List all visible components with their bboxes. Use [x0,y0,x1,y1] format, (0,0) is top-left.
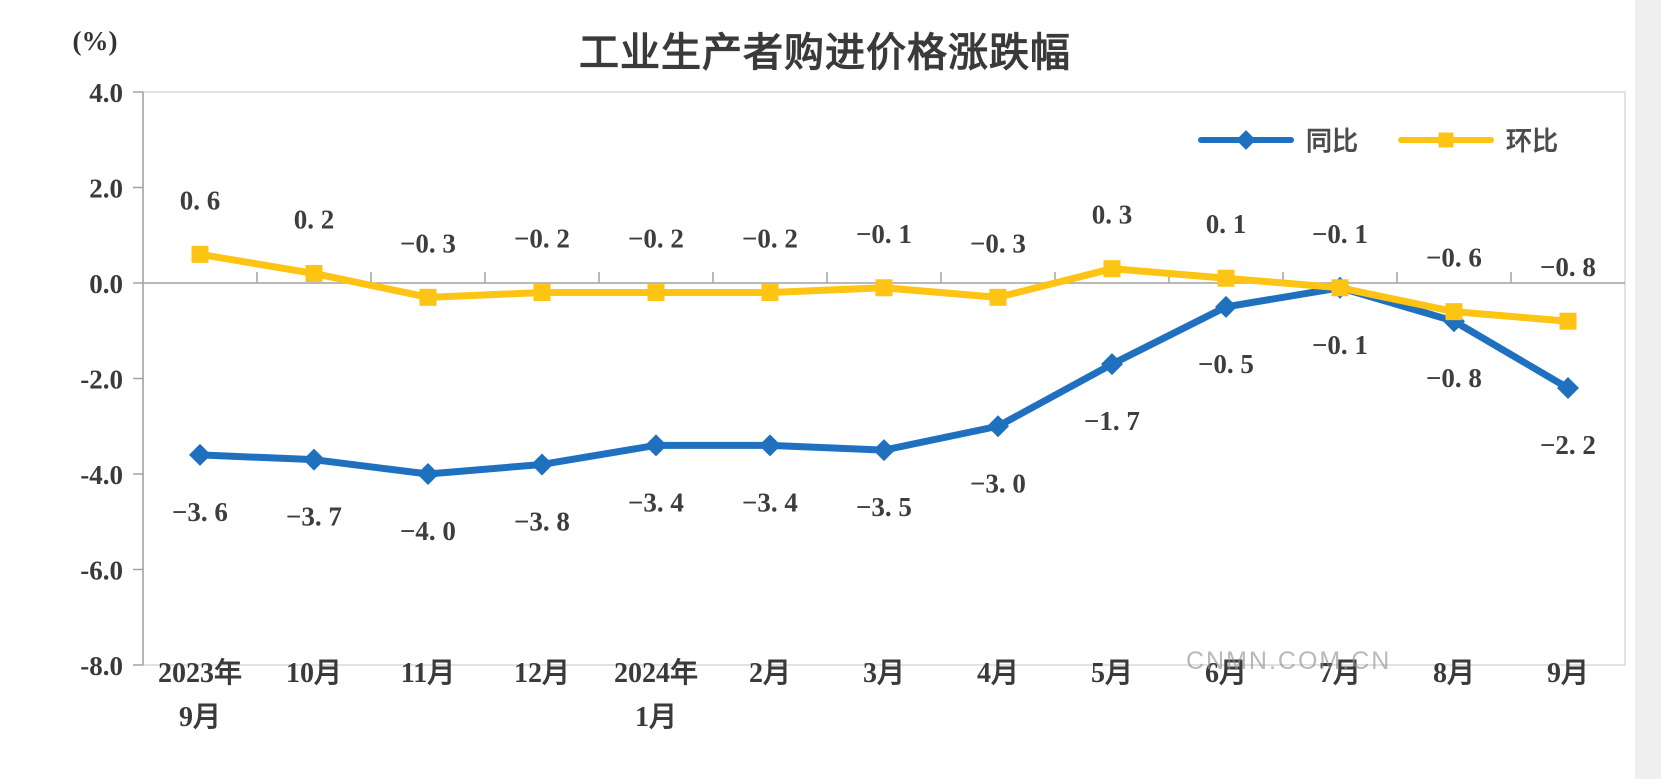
data-label-同比: −0. 1 [1312,330,1368,360]
legend-label-yoy: 同比 [1306,127,1359,156]
data-label-环比: 0. 3 [1092,200,1133,230]
data-label-环比: −0. 6 [1426,243,1482,273]
data-point-diamond [417,463,439,485]
legend-label-mom: 环比 [1506,127,1559,156]
legend-swatch-mom [1398,130,1495,150]
y-tick-label: 0.0 [89,269,123,299]
data-point-square [305,264,323,282]
data-point-diamond [189,443,211,466]
legend-item-yoy: 同比 [1198,121,1358,158]
x-tick-label: 6月 [1205,658,1247,689]
diamond-marker-icon [1236,129,1256,150]
x-tick-label: 2023年 [158,656,242,689]
data-label-环比: 0. 1 [1206,209,1247,239]
data-label-同比: −3. 8 [514,506,570,536]
square-marker-icon [1438,132,1454,147]
data-point-square [419,288,437,306]
x-tick-label: 4月 [977,658,1019,689]
data-label-环比: −0. 8 [1540,252,1596,282]
data-point-diamond [759,434,781,457]
data-point-square [761,284,779,302]
data-point-square [191,245,209,263]
x-tick-label: 12月 [514,658,570,689]
x-tick-label: 7月 [1319,658,1361,689]
data-label-同比: −0. 5 [1198,349,1254,379]
data-label-环比: 0. 6 [180,185,221,215]
data-label-环比: −0. 1 [1312,219,1368,249]
data-label-环比: −0. 2 [514,224,570,254]
y-tick-label: -6.0 [80,556,123,586]
x-tick-label: 2024年 [614,656,698,689]
data-label-环比: 0. 2 [294,204,335,234]
y-axis-unit-label: (%) [72,26,118,56]
y-tick-label: -4.0 [80,460,123,490]
y-tick-label: 2.0 [89,174,123,204]
data-point-diamond [873,439,895,462]
data-label-同比: −3. 7 [286,502,342,532]
y-tick-label: 4.0 [89,78,123,108]
y-tick-label: -8.0 [80,651,123,681]
data-point-diamond [987,415,1009,438]
data-label-同比: −4. 0 [400,516,456,546]
data-point-square [989,288,1007,306]
data-label-同比: −2. 2 [1540,430,1596,460]
data-point-diamond [1215,295,1237,318]
data-point-square [1217,269,1235,287]
page-background-strip [1635,0,1661,779]
data-point-diamond [531,453,553,476]
chart-title: 工业生产者购进价格涨跌幅 [579,31,1071,75]
data-point-square [1559,312,1577,330]
data-point-square [647,284,665,302]
watermark: CNMN.COM.CN [1186,647,1392,675]
plot-border [142,91,1626,666]
data-label-环比: −0. 3 [970,228,1026,258]
x-tick-label: 11月 [401,658,455,689]
data-point-square [875,279,893,297]
x-tick-label: 3月 [863,658,905,689]
legend-swatch-yoy [1198,129,1294,150]
data-point-diamond [645,434,667,457]
data-label-环比: −0. 2 [628,224,684,254]
data-label-同比: −1. 7 [1084,406,1140,436]
x-tick-label: 10月 [286,658,342,689]
data-label-同比: −3. 5 [856,492,912,522]
data-label-环比: −0. 3 [400,228,456,258]
y-tick-label: -2.0 [80,365,123,395]
x-tick-label: 1月 [635,702,677,733]
data-point-square [1331,279,1349,297]
data-point-square [533,284,551,302]
data-label-同比: −0. 8 [1426,363,1482,393]
data-point-diamond [1101,353,1123,376]
data-point-square [1445,303,1463,321]
data-point-diamond [1557,377,1579,400]
legend-item-mom: 环比 [1398,121,1558,158]
data-label-同比: −3. 4 [628,487,684,517]
x-tick-label: 9月 [1547,658,1589,689]
data-label-同比: −3. 0 [970,468,1026,498]
data-label-同比: −3. 6 [172,497,228,527]
x-tick-label: 9月 [179,702,221,733]
x-tick-label: 8月 [1433,658,1475,689]
x-tick-label: 5月 [1091,658,1133,689]
data-label-同比: −3. 4 [742,487,798,517]
chart-legend: 同比 环比 [1198,121,1558,158]
data-point-diamond [303,448,325,471]
data-label-环比: −0. 1 [856,219,912,249]
data-point-square [1103,260,1121,278]
data-label-环比: −0. 2 [742,224,798,254]
x-tick-label: 2月 [749,658,791,689]
